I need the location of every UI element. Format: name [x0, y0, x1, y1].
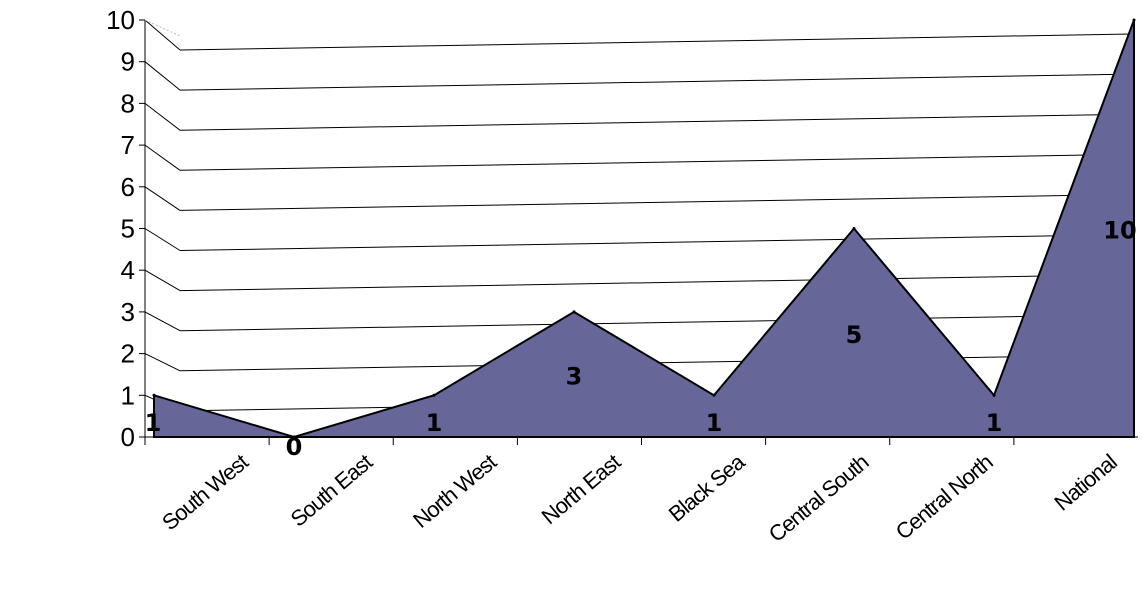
y-tick-label: 5 — [121, 214, 135, 244]
grid-depth-line — [144, 311, 181, 332]
y-tick-label: 2 — [121, 339, 135, 369]
grid-depth-line — [144, 103, 181, 131]
y-tick-label: 6 — [121, 172, 135, 202]
grid-line — [179, 33, 1133, 51]
data-point — [1132, 18, 1136, 22]
grid-depth-line — [144, 186, 181, 211]
x-tick-labels: South West South East North West North East… — [157, 449, 1121, 547]
y-tick-label: 10 — [106, 5, 135, 35]
y-tick-label: 4 — [121, 255, 135, 285]
x-tick-label: North West — [408, 449, 501, 533]
y-tick-label: 0 — [121, 422, 135, 452]
grid-depth-line — [144, 61, 181, 91]
grid-depth-line — [144, 269, 181, 292]
grid-line — [179, 234, 1133, 251]
data-label: 1 — [986, 409, 1003, 437]
x-tick-label: Central North — [891, 450, 997, 545]
grid-depth-line — [144, 228, 181, 251]
data-point — [152, 393, 156, 397]
x-tick-label: North East — [537, 449, 626, 529]
data-point — [712, 393, 716, 397]
grid-layer — [144, 19, 1133, 412]
x-tick-label: South East — [286, 449, 378, 531]
y-tick-labels: 0 1 2 3 4 5 6 7 8 9 10 — [106, 5, 135, 452]
data-label: 3 — [566, 362, 583, 390]
axis-layer — [139, 19, 1138, 445]
y-tick-label: 9 — [121, 47, 135, 77]
data-point — [572, 310, 576, 314]
grid-depth-line — [144, 19, 181, 51]
data-label: 10 — [1103, 217, 1136, 245]
x-tick-label: Black Sea — [664, 449, 750, 527]
grid-line — [179, 153, 1133, 171]
y-tick-label: 8 — [121, 88, 135, 118]
data-point — [852, 227, 856, 230]
data-point — [432, 393, 436, 397]
x-tick-label: South West — [157, 449, 253, 535]
x-tick-label: National — [1049, 450, 1121, 516]
y-tick-label: 1 — [121, 380, 135, 410]
grid-line — [179, 73, 1133, 91]
grid-line — [179, 113, 1133, 131]
data-label: 5 — [846, 321, 863, 349]
grid-line — [179, 314, 1133, 332]
y-tick-label: 3 — [121, 297, 135, 327]
top-depth-edge — [144, 19, 181, 37]
grid-line — [179, 274, 1133, 292]
grid-depth-line — [144, 144, 181, 171]
data-label: 1 — [706, 409, 723, 437]
data-point — [992, 393, 996, 397]
y-tick-label: 7 — [121, 130, 135, 160]
data-label: 1 — [145, 409, 162, 437]
data-label: 1 — [426, 409, 443, 437]
x-tick-label: Central South — [764, 450, 873, 547]
grid-depth-line — [144, 353, 181, 372]
data-label: 0 — [286, 433, 303, 461]
area-layer — [152, 18, 1136, 439]
grid-line — [179, 193, 1133, 211]
